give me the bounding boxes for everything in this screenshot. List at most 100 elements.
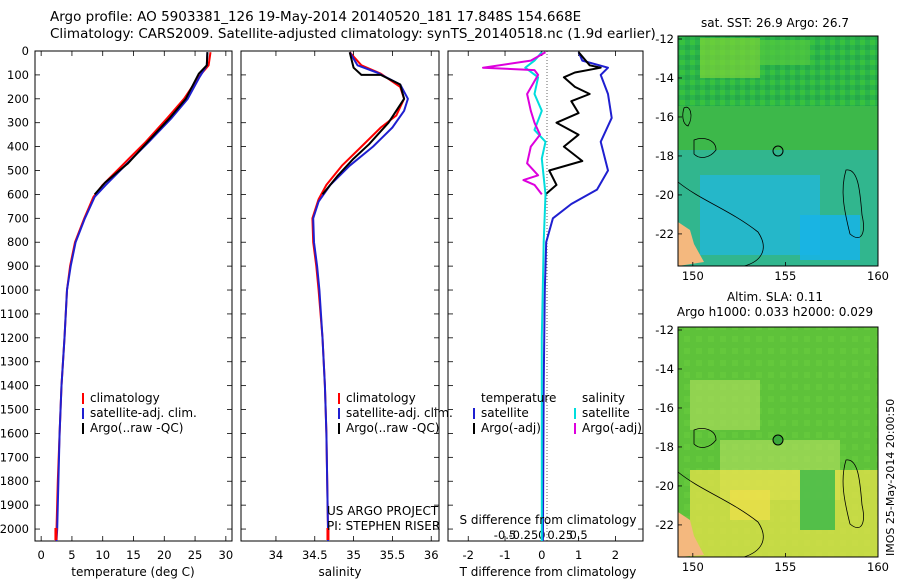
series-salinity-satellite xyxy=(524,51,547,541)
sla-high-region xyxy=(690,470,878,557)
depth-tick-label: 700 xyxy=(7,211,29,225)
depth-tick-label: 900 xyxy=(7,259,29,273)
sla-high-patch xyxy=(690,380,760,430)
depth-tick-label: 100 xyxy=(7,68,29,82)
land-icon xyxy=(678,222,704,266)
land-icon xyxy=(678,512,704,557)
difference-series xyxy=(482,51,613,541)
series-argo-raw-qc xyxy=(93,52,209,196)
legend-label-satellite: satellite-adj. clim. xyxy=(346,406,453,420)
argo-position-marker xyxy=(772,145,784,157)
sla-high-patch xyxy=(730,490,770,520)
map-x-tick-label: 160 xyxy=(867,560,889,574)
legend-label-satellite: satellite-adj. clim. xyxy=(90,406,197,420)
x-tick-label: 10 xyxy=(95,548,110,562)
x-tick-label: 5 xyxy=(68,548,75,562)
sst-map-frame xyxy=(677,35,879,267)
series-temperature-argo-adj xyxy=(544,51,602,196)
depth-tick-label: 1100 xyxy=(0,307,29,321)
series-argo-raw-qc xyxy=(321,51,406,196)
sst-map xyxy=(677,35,879,267)
legend-label-s-argo: Argo(-adj) xyxy=(582,421,642,435)
depth-tick-label: 1400 xyxy=(0,379,29,393)
map-y-tick-label: -14 xyxy=(655,71,674,85)
depth-tick-label: 600 xyxy=(7,187,29,201)
sla-low-patch xyxy=(800,470,835,530)
salinity-panel-frame xyxy=(240,50,440,542)
x-tick-label: 35 xyxy=(346,548,361,562)
sla-map-axes: -12 -14 -16 -18 -20 -22 150 155 160 xyxy=(655,323,889,574)
map-x-tick-label: 150 xyxy=(682,269,704,283)
x-tick-label: 15 xyxy=(126,548,141,562)
depth-tick-label: 400 xyxy=(7,140,29,154)
s-diff-tick-label: 0.5 xyxy=(569,528,587,542)
t-difference-xlabel: T difference from climatology xyxy=(459,565,637,579)
x-tick-label: 34 xyxy=(269,548,284,562)
x-tick-label: 1 xyxy=(575,548,582,562)
map-y-tick-label: -14 xyxy=(655,362,674,376)
salinity-x-ticks: 34 34.5 35 35.5 36 xyxy=(269,51,439,562)
temperature-x-ticks: 0 5 10 15 20 25 30 xyxy=(37,51,233,562)
depth-tick-label: 1700 xyxy=(0,450,29,464)
map-x-tick-label: 160 xyxy=(867,269,889,283)
salinity-xlabel: salinity xyxy=(318,565,361,579)
bottom-marker xyxy=(54,528,58,540)
legend-label-climatology: climatology xyxy=(90,391,160,405)
series-satellite-adj-clim xyxy=(55,52,209,541)
reef-contour xyxy=(682,106,692,127)
title-line-1: Argo profile: AO 5903381_126 19-May-2014… xyxy=(50,9,582,25)
s-diff-tick-label: -0.25 xyxy=(509,528,539,542)
legend-swatch-satellite xyxy=(82,408,84,419)
legend-swatch-climatology xyxy=(82,393,84,404)
salinity-legend: climatology satellite-adj. clim. Argo(..… xyxy=(338,391,453,435)
x-tick-label: 35.5 xyxy=(380,548,406,562)
title-line-2: Climatology: CARS2009. Satellite-adjuste… xyxy=(50,26,656,42)
x-tick-label: -1 xyxy=(499,548,510,562)
sst-warm-patch xyxy=(760,40,810,65)
temperature-legend: climatology satellite-adj. clim. Argo(..… xyxy=(82,391,197,435)
x-tick-label: 36 xyxy=(424,548,439,562)
imos-credit: IMOS 25-May-2014 20:00:50 xyxy=(884,399,897,556)
reef-contour xyxy=(842,459,864,529)
legend-label-s-satellite: satellite xyxy=(582,406,630,420)
map-y-tick-label: -12 xyxy=(655,32,674,46)
map-y-tick-label: -22 xyxy=(655,227,674,241)
series-climatology xyxy=(54,52,212,541)
depth-tick-label: 500 xyxy=(7,164,29,178)
legend-label-climatology: climatology xyxy=(346,391,416,405)
x-tick-label: 30 xyxy=(219,548,234,562)
series-satellite-adj-clim xyxy=(312,51,409,541)
reef-contour xyxy=(677,471,764,558)
legend-swatch-argo xyxy=(338,423,340,434)
legend-label-argo: Argo(..raw -QC) xyxy=(90,421,183,435)
s-diff-tick-label: 0.25 xyxy=(547,528,573,542)
map-y-tick-label: -20 xyxy=(655,479,674,493)
reef-contour xyxy=(677,181,764,267)
depth-tick-label: 2000 xyxy=(0,522,29,536)
legend-label-argo: Argo(..raw -QC) xyxy=(346,421,439,435)
depth-tick-label: 300 xyxy=(7,116,29,130)
depth-axis: 0 100 200 300 400 500 600 700 800 900 1000 1100 1200… xyxy=(0,44,643,536)
depth-tick-label: 800 xyxy=(7,235,29,249)
depth-tick-label: 0 xyxy=(22,44,29,58)
x-tick-label: 0 xyxy=(37,548,44,562)
s-diff-tick-label: -0.5 xyxy=(494,528,516,542)
salinity-series xyxy=(311,51,409,541)
sst-map-title: sat. SST: 26.9 Argo: 26.7 xyxy=(701,16,849,30)
legend-title-salinity: salinity xyxy=(582,391,625,405)
map-y-tick-label: -16 xyxy=(655,110,674,124)
temperature-series xyxy=(54,52,212,541)
map-y-tick-label: -12 xyxy=(655,323,674,337)
project-label: US ARGO PROJECT xyxy=(327,504,439,518)
difference-panel-frame xyxy=(447,50,644,542)
legend-swatch-s-satellite xyxy=(574,408,576,419)
depth-tick-label: 1000 xyxy=(0,283,29,297)
map-y-tick-label: -18 xyxy=(655,149,674,163)
depth-tick-label: 1300 xyxy=(0,355,29,369)
legend-label-t-satellite: satellite xyxy=(481,406,529,420)
depth-tick-label: 1600 xyxy=(0,426,29,440)
difference-x-ticks: -2 -1 0 1 2-0.5-0.25 0 0.250.5 xyxy=(463,51,619,562)
sst-warm-patch xyxy=(700,38,760,78)
depth-tick-label: 200 xyxy=(7,92,29,106)
sst-map-axes: -12 -14 -16 -18 -20 -22 150 155 160 xyxy=(655,32,889,283)
